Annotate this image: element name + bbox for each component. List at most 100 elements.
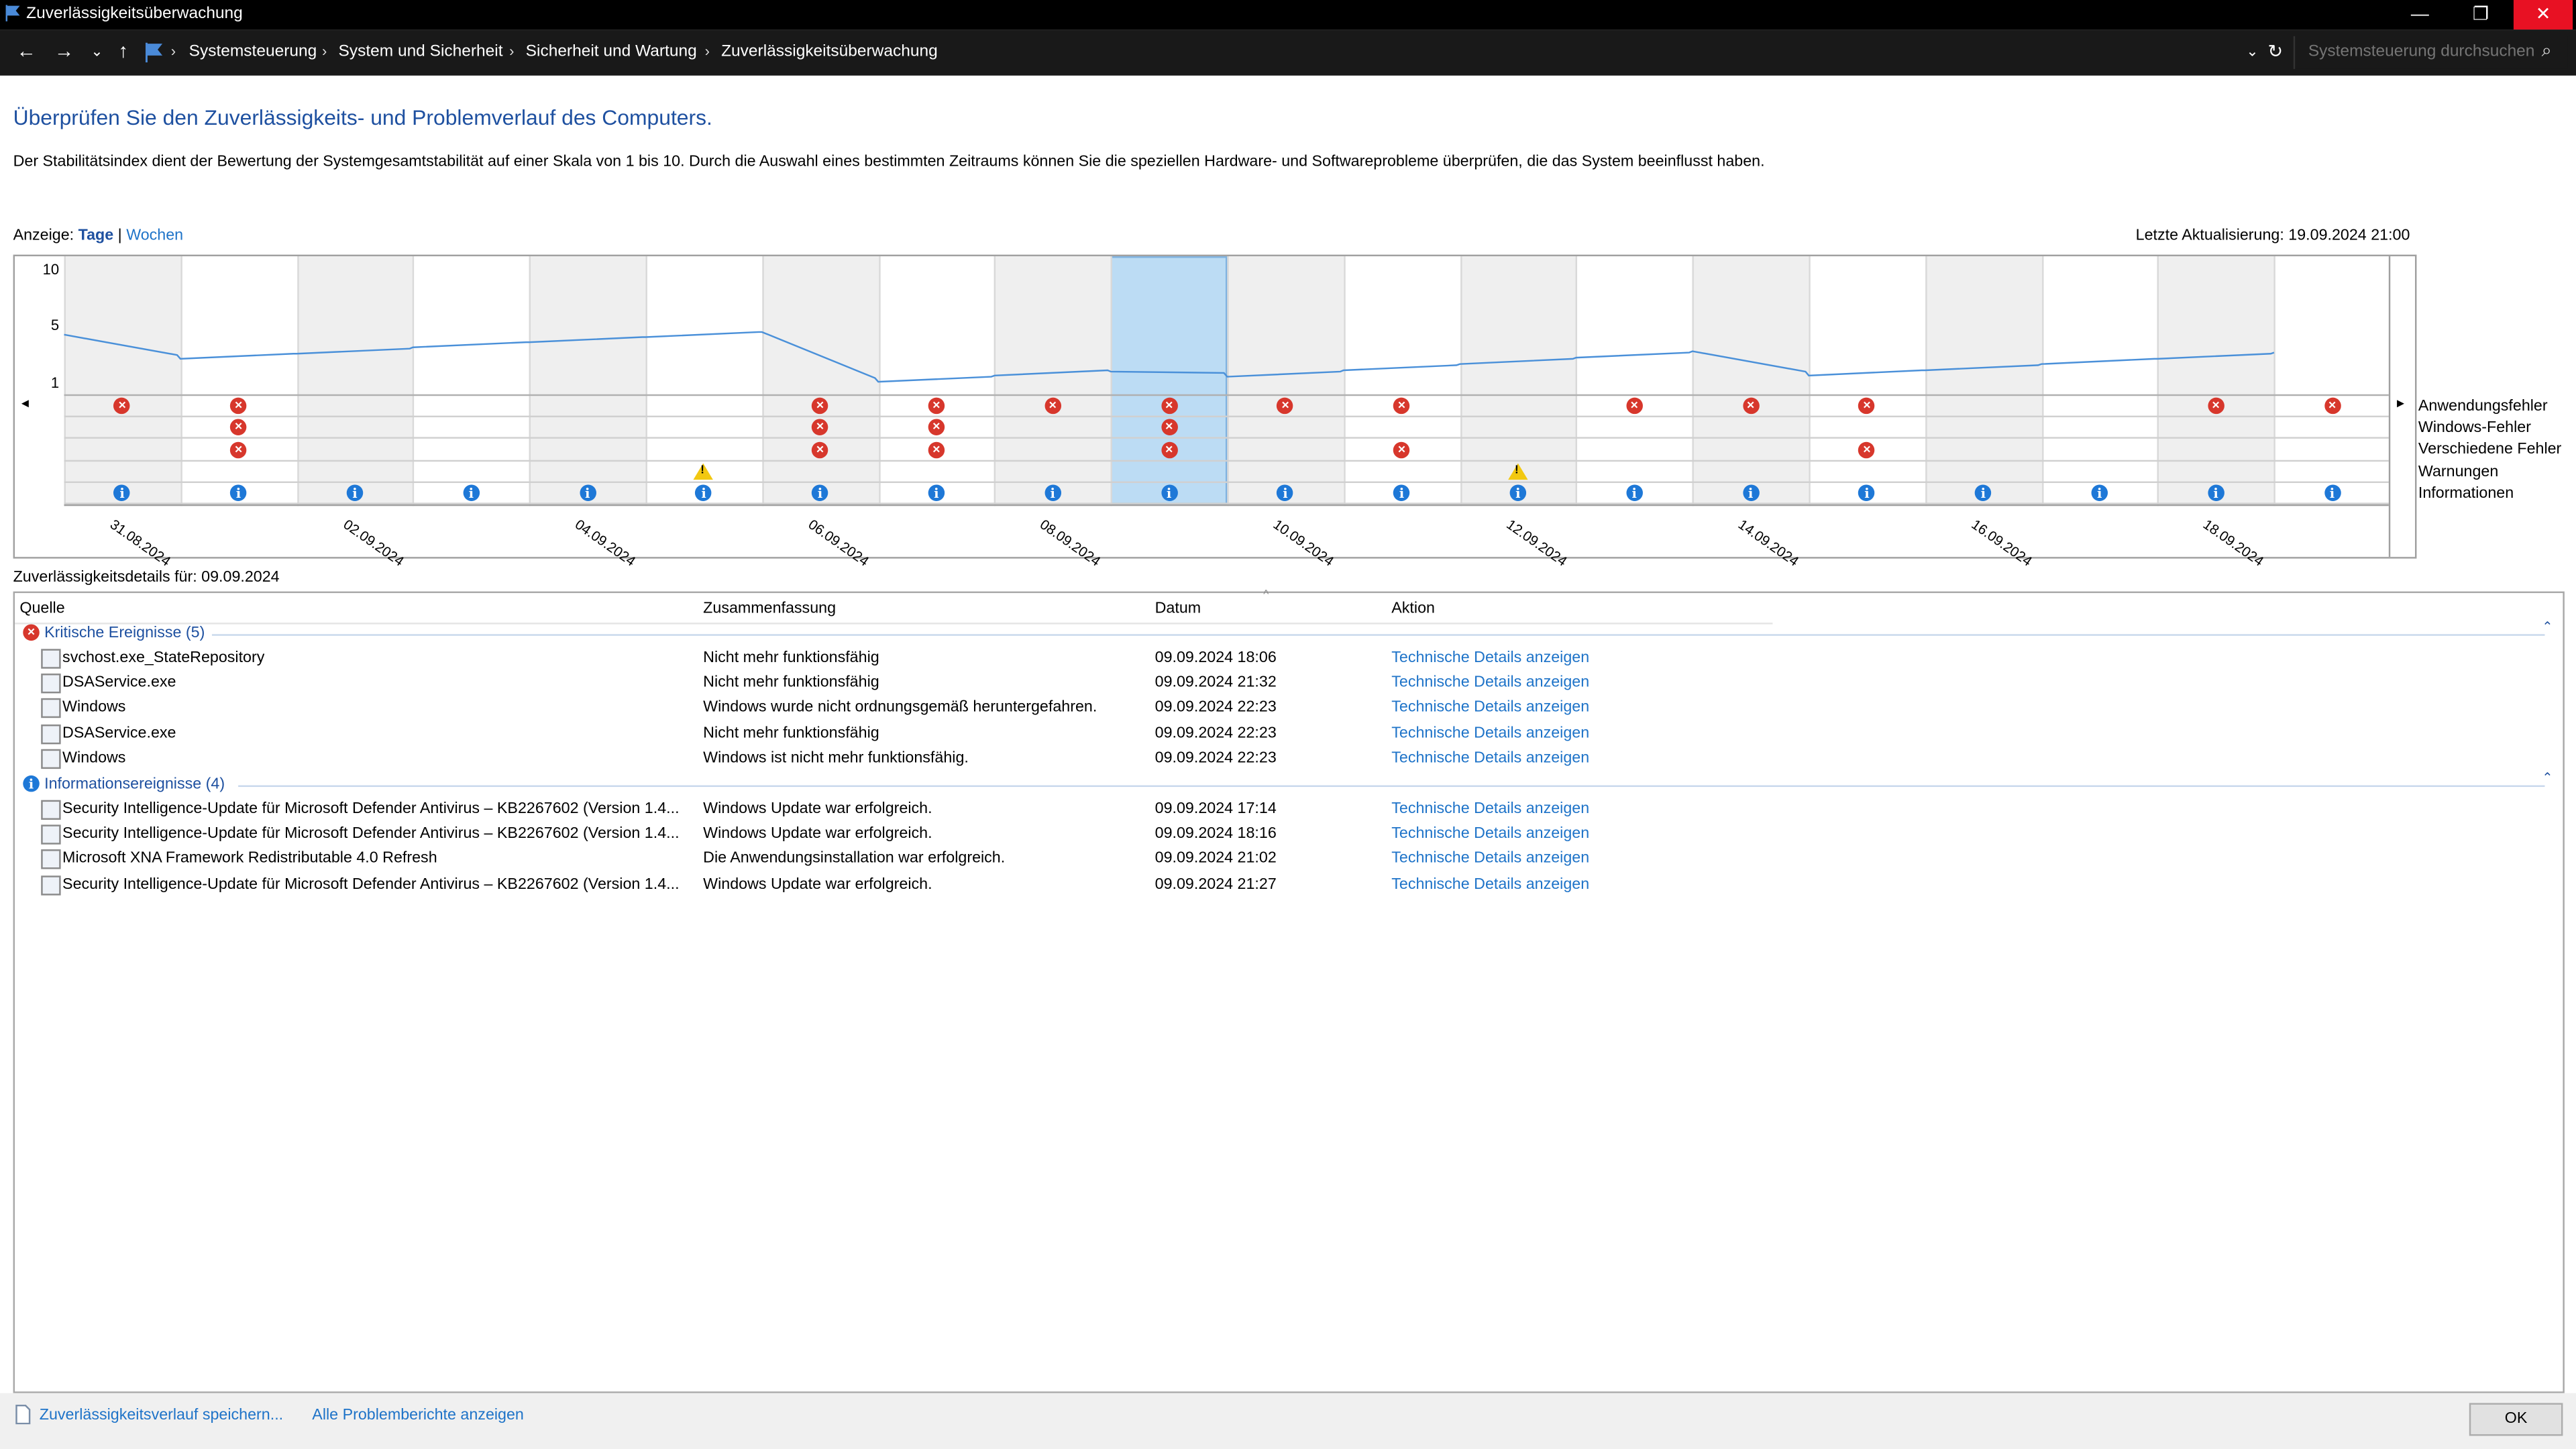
error-icon[interactable]: × (1393, 441, 1410, 459)
error-icon[interactable]: × (1625, 397, 1643, 415)
information-icon[interactable]: i (695, 484, 712, 501)
day-column[interactable] (529, 256, 646, 504)
information-icon[interactable]: i (1277, 484, 1294, 501)
back-arrow-icon[interactable]: ← (16, 39, 36, 63)
error-icon[interactable]: × (928, 397, 945, 415)
day-column[interactable] (1692, 256, 1809, 504)
breadcrumb-system-sicherheit[interactable]: System und Sicherheit (338, 42, 503, 61)
information-icon[interactable]: i (1975, 484, 1992, 501)
day-column[interactable] (1460, 256, 1576, 504)
chevron-down-icon[interactable]: ⌄ (91, 42, 103, 60)
information-icon[interactable]: i (2207, 484, 2224, 501)
error-icon[interactable]: × (1161, 419, 1177, 435)
error-icon[interactable]: × (1277, 397, 1294, 415)
technical-details-link[interactable]: Technische Details anzeigen (1391, 875, 1590, 894)
technical-details-link[interactable]: Technische Details anzeigen (1391, 850, 1590, 869)
information-icon[interactable]: i (812, 484, 828, 501)
information-icon[interactable]: i (1625, 484, 1643, 501)
table-row[interactable]: Security Intelligence-Update für Microso… (15, 797, 2544, 822)
minimize-button[interactable]: — (2410, 5, 2429, 25)
technical-details-link[interactable]: Technische Details anzeigen (1391, 749, 1590, 767)
technical-details-link[interactable]: Technische Details anzeigen (1391, 674, 1590, 692)
error-icon[interactable]: × (1161, 441, 1177, 459)
table-row[interactable]: Security Intelligence-Update für Microso… (15, 871, 2544, 896)
day-column[interactable] (1227, 256, 1344, 504)
day-column[interactable] (297, 256, 413, 504)
column-header-summary[interactable]: Zusammenfassung (703, 599, 837, 618)
view-days-link[interactable]: Tage (78, 226, 114, 245)
error-icon[interactable]: × (1044, 397, 1061, 415)
error-icon[interactable]: × (230, 419, 247, 435)
technical-details-link[interactable]: Technische Details anzeigen (1391, 649, 1590, 667)
technical-details-link[interactable]: Technische Details anzeigen (1391, 800, 1590, 818)
information-icon[interactable]: i (2324, 484, 2341, 501)
information-icon[interactable]: i (113, 484, 131, 501)
breadcrumb-zuverlaessigkeit[interactable]: Zuverlässigkeitsüberwachung (721, 42, 938, 61)
day-column[interactable] (761, 256, 879, 504)
breadcrumb-sicherheit-wartung[interactable]: Sicherheit und Wartung (525, 42, 697, 61)
warning-icon[interactable]: ! (694, 463, 714, 480)
ok-button[interactable]: OK (2469, 1403, 2563, 1436)
error-icon[interactable]: × (1858, 397, 1876, 415)
information-icon[interactable]: i (463, 484, 480, 501)
group-critical-events[interactable]: Kritische Ereignisse (5) (44, 624, 205, 643)
error-icon[interactable]: × (230, 397, 247, 415)
day-column[interactable] (2157, 256, 2274, 504)
error-icon[interactable]: × (2207, 397, 2224, 415)
information-icon[interactable]: i (1393, 484, 1410, 501)
error-icon[interactable]: × (1161, 397, 1177, 415)
table-row[interactable]: DSAService.exe Nicht mehr funktionsfähig 0… (15, 720, 2544, 745)
chart-plot-area[interactable]: × × × × × × × × × × × × × × × × × × × × × × ×!! i i i i i i i i i i i i i i i… (15, 256, 2389, 570)
error-icon[interactable]: × (928, 419, 945, 435)
column-header-source[interactable]: Quelle (19, 599, 65, 618)
error-icon[interactable]: × (230, 441, 247, 459)
all-reports-link[interactable]: Alle Problemberichte anzeigen (312, 1406, 524, 1425)
error-icon[interactable]: × (1858, 441, 1876, 459)
information-icon[interactable]: i (1509, 484, 1527, 501)
information-icon[interactable]: i (579, 484, 596, 501)
table-row[interactable]: svchost.exe_StateRepository Nicht mehr fu… (15, 645, 2544, 670)
information-icon[interactable]: i (346, 484, 364, 501)
day-column[interactable] (994, 256, 1111, 504)
error-icon[interactable]: × (2324, 397, 2341, 415)
table-row[interactable]: Security Intelligence-Update für Microso… (15, 822, 2544, 847)
search-icon[interactable]: ⌕ (2541, 41, 2552, 61)
chart-nav-right[interactable]: ▸ (2397, 394, 2405, 411)
view-weeks-link[interactable]: Wochen (126, 226, 184, 245)
technical-details-link[interactable]: Technische Details anzeigen (1391, 824, 1590, 843)
warning-icon[interactable]: ! (1508, 463, 1528, 480)
refresh-icon[interactable]: ↻ (2267, 42, 2284, 63)
day-column[interactable] (1925, 256, 2042, 504)
save-history-link[interactable]: Zuverlässigkeitsverlauf speichern... (39, 1406, 284, 1425)
search-input[interactable] (2304, 41, 2542, 63)
information-icon[interactable]: i (1858, 484, 1876, 501)
table-row[interactable]: Windows Windows ist nicht mehr funktionsf… (15, 745, 2544, 770)
error-icon[interactable]: × (812, 397, 828, 415)
table-row[interactable]: Windows Windows wurde nicht ordnungsgemäß… (15, 696, 2544, 720)
information-icon[interactable]: i (1161, 484, 1177, 501)
information-icon[interactable]: i (2091, 484, 2108, 501)
information-icon[interactable]: i (1742, 484, 1759, 501)
day-column[interactable] (64, 256, 180, 504)
technical-details-link[interactable]: Technische Details anzeigen (1391, 724, 1590, 742)
up-arrow-icon[interactable]: ↑ (118, 39, 129, 63)
column-header-action[interactable]: Aktion (1391, 599, 1435, 618)
error-icon[interactable]: × (812, 441, 828, 459)
information-icon[interactable]: i (230, 484, 247, 501)
information-icon[interactable]: i (928, 484, 945, 501)
collapse-chevron-icon[interactable]: ⌃ (2542, 770, 2553, 786)
maximize-button[interactable]: ❐ (2472, 5, 2489, 25)
error-icon[interactable]: × (113, 397, 131, 415)
collapse-chevron-icon[interactable]: ⌃ (2542, 619, 2553, 635)
breadcrumb-systemsteuerung[interactable]: Systemsteuerung (189, 42, 317, 61)
error-icon[interactable]: × (1742, 397, 1759, 415)
error-icon[interactable]: × (928, 441, 945, 459)
address-dropdown-icon[interactable]: ⌄ (2246, 42, 2259, 60)
chart-nav-left[interactable]: ◂ (21, 394, 29, 411)
column-header-date[interactable]: Datum (1155, 599, 1201, 618)
close-button[interactable]: ✕ (2513, 0, 2573, 30)
group-information-events[interactable]: Informationsereignisse (4) (44, 775, 225, 794)
error-icon[interactable]: × (1393, 397, 1410, 415)
table-row[interactable]: DSAService.exe Nicht mehr funktionsfähig 0… (15, 671, 2544, 696)
table-row[interactable]: Microsoft XNA Framework Redistributable … (15, 847, 2544, 871)
